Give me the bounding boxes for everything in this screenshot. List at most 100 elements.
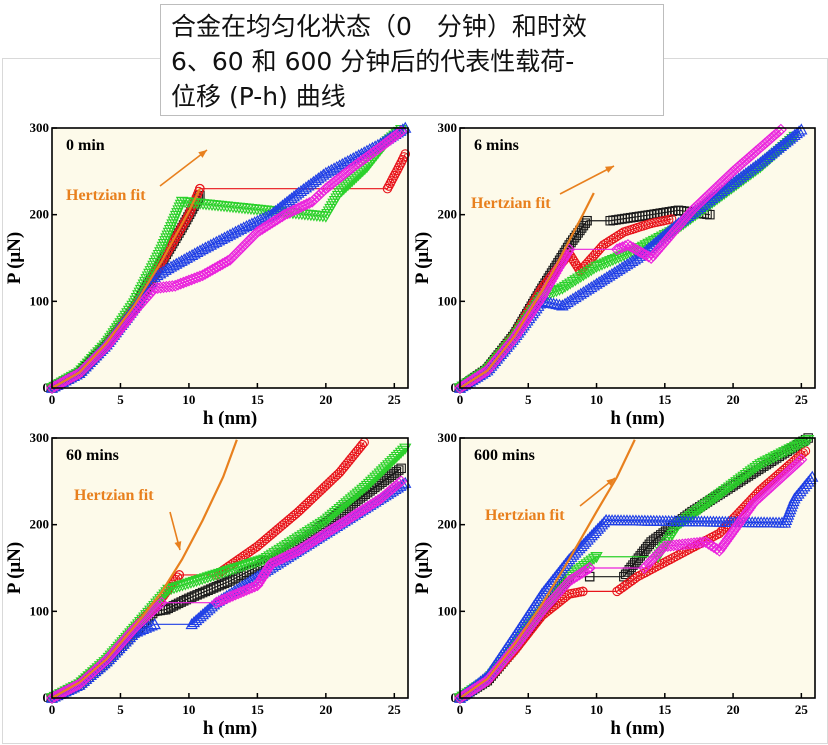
marker-diamond xyxy=(583,562,596,574)
marker-triangle-down xyxy=(384,458,397,470)
marker-diamond xyxy=(765,131,778,144)
marker-triangle-down xyxy=(193,575,206,587)
marker-diamond xyxy=(699,536,712,548)
marker-triangle-down xyxy=(686,509,700,521)
marker-diamond xyxy=(136,296,149,309)
marker-diamond xyxy=(268,214,281,227)
marker-diamond xyxy=(523,308,536,321)
marker-diamond xyxy=(320,526,333,539)
marker-triangle-up xyxy=(136,622,150,635)
marker-triangle-down xyxy=(210,569,223,581)
plot-frame xyxy=(51,437,409,699)
marker-diamond xyxy=(476,677,489,690)
marker-triangle-up xyxy=(245,217,259,229)
marker-triangle-down xyxy=(788,441,802,453)
marker-diamond xyxy=(627,241,640,254)
marker-diamond xyxy=(362,150,375,163)
marker-triangle-up xyxy=(550,298,563,310)
marker-diamond xyxy=(745,149,758,162)
marker-diamond xyxy=(229,588,242,601)
marker-triangle-down xyxy=(382,460,395,472)
marker-triangle-down xyxy=(715,487,728,499)
hertzian-fit-curve xyxy=(51,188,201,389)
marker-triangle-down xyxy=(358,164,371,176)
marker-triangle-down xyxy=(333,188,346,200)
marker-triangle-down xyxy=(742,468,755,480)
marker-circle xyxy=(382,183,393,194)
marker-diamond xyxy=(292,544,305,557)
marker-circle xyxy=(395,160,405,171)
figure-caption: 合金在均匀化状态（0 分钟）和时效 6、60 和 600 分钟后的代表性载荷- … xyxy=(160,4,664,116)
arrow-head xyxy=(174,541,182,550)
marker-diamond xyxy=(733,159,746,172)
x-tick-label: 5 xyxy=(117,392,124,407)
marker-triangle-up xyxy=(299,181,313,193)
marker-diamond xyxy=(565,573,578,586)
marker-triangle-down xyxy=(331,505,344,518)
marker-triangle-up xyxy=(240,220,253,232)
marker-square xyxy=(370,482,380,493)
marker-triangle-down xyxy=(572,273,585,285)
marker-triangle-down xyxy=(392,449,406,461)
marker-triangle-down xyxy=(732,475,745,487)
marker-triangle-down xyxy=(346,176,359,188)
marker-diamond xyxy=(508,641,521,654)
arrow-head xyxy=(605,166,614,173)
marker-diamond xyxy=(395,125,408,138)
y-tick-label: 0 xyxy=(451,690,458,705)
marker-triangle-down xyxy=(550,286,563,298)
marker-diamond xyxy=(485,669,498,682)
marker-triangle-up xyxy=(804,473,817,485)
marker-triangle-down xyxy=(162,584,175,597)
marker-diamond xyxy=(237,585,250,598)
marker-diamond xyxy=(359,151,372,164)
marker-triangle-up xyxy=(234,222,248,234)
marker-triangle-up xyxy=(751,158,765,170)
marker-diamond xyxy=(221,592,234,605)
marker-triangle-up xyxy=(256,212,269,224)
marker-diamond xyxy=(504,646,517,659)
marker-triangle-up xyxy=(783,132,797,144)
marker-triangle-down xyxy=(207,570,220,582)
marker-diamond xyxy=(679,538,692,551)
marker-triangle-down xyxy=(351,488,364,500)
marker-triangle-up xyxy=(732,172,745,184)
marker-circle xyxy=(389,170,400,181)
y-tick-label: 100 xyxy=(438,293,458,308)
marker-triangle-down xyxy=(367,474,380,486)
marker-square xyxy=(394,465,404,475)
marker-triangle-down xyxy=(181,578,195,590)
marker-diamond xyxy=(256,222,269,235)
marker-triangle-up xyxy=(312,172,325,184)
marker-diamond xyxy=(325,523,338,536)
marker-triangle-down xyxy=(190,575,203,588)
x-tick-label: 10 xyxy=(590,392,603,407)
marker-triangle-down xyxy=(260,552,273,565)
marker-diamond xyxy=(210,596,223,609)
marker-triangle-down xyxy=(563,571,576,584)
x-tick-label: 0 xyxy=(49,702,56,717)
marker-diamond xyxy=(310,533,323,546)
marker-triangle-down xyxy=(799,436,812,448)
marker-diamond xyxy=(199,267,212,280)
marker-triangle-up xyxy=(763,149,776,161)
marker-triangle-down xyxy=(283,538,297,550)
marker-diamond xyxy=(489,355,502,368)
marker-diamond xyxy=(180,275,193,288)
marker-triangle-down xyxy=(179,579,192,591)
marker-diamond xyxy=(473,679,486,692)
x-axis-title: h (nm) xyxy=(610,408,664,429)
marker-triangle-up xyxy=(767,145,781,157)
marker-triangle-down xyxy=(388,454,401,466)
marker-diamond xyxy=(740,153,753,166)
marker-triangle-up xyxy=(290,188,303,200)
marker-diamond xyxy=(278,551,291,564)
marker-triangle-up xyxy=(248,216,261,228)
marker-diamond xyxy=(487,357,500,370)
marker-diamond xyxy=(515,632,528,645)
x-tick-label: 20 xyxy=(727,392,740,407)
marker-square xyxy=(646,537,656,547)
marker-diamond xyxy=(232,587,245,600)
marker-diamond xyxy=(91,661,104,674)
marker-circle xyxy=(167,239,177,249)
